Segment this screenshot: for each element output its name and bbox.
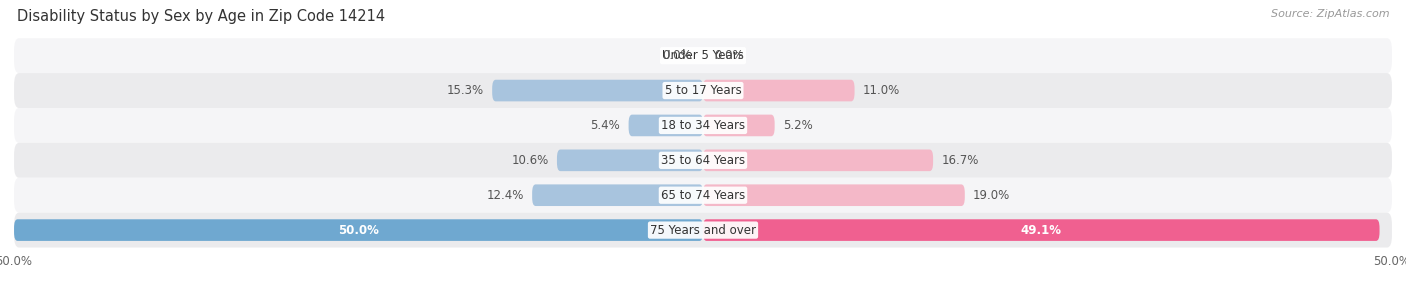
- Text: 19.0%: 19.0%: [973, 189, 1011, 202]
- FancyBboxPatch shape: [703, 115, 775, 136]
- Text: 5 to 17 Years: 5 to 17 Years: [665, 84, 741, 97]
- Text: 50.0%: 50.0%: [337, 224, 380, 237]
- FancyBboxPatch shape: [14, 219, 703, 241]
- Text: Disability Status by Sex by Age in Zip Code 14214: Disability Status by Sex by Age in Zip C…: [17, 9, 385, 24]
- Text: 75 Years and over: 75 Years and over: [650, 224, 756, 237]
- FancyBboxPatch shape: [14, 38, 1392, 73]
- Text: 12.4%: 12.4%: [486, 189, 524, 202]
- FancyBboxPatch shape: [14, 143, 1392, 178]
- FancyBboxPatch shape: [703, 150, 934, 171]
- Text: 15.3%: 15.3%: [447, 84, 484, 97]
- Text: Under 5 Years: Under 5 Years: [662, 49, 744, 62]
- Text: 65 to 74 Years: 65 to 74 Years: [661, 189, 745, 202]
- FancyBboxPatch shape: [492, 80, 703, 101]
- Legend: Male, Female: Male, Female: [641, 302, 765, 304]
- FancyBboxPatch shape: [14, 108, 1392, 143]
- FancyBboxPatch shape: [628, 115, 703, 136]
- FancyBboxPatch shape: [14, 178, 1392, 213]
- Text: 49.1%: 49.1%: [1021, 224, 1062, 237]
- FancyBboxPatch shape: [557, 150, 703, 171]
- Text: Source: ZipAtlas.com: Source: ZipAtlas.com: [1271, 9, 1389, 19]
- FancyBboxPatch shape: [703, 80, 855, 101]
- Text: 5.2%: 5.2%: [783, 119, 813, 132]
- Text: 18 to 34 Years: 18 to 34 Years: [661, 119, 745, 132]
- Text: 11.0%: 11.0%: [863, 84, 900, 97]
- Text: 10.6%: 10.6%: [512, 154, 548, 167]
- Text: 5.4%: 5.4%: [591, 119, 620, 132]
- Text: 16.7%: 16.7%: [942, 154, 979, 167]
- FancyBboxPatch shape: [531, 185, 703, 206]
- FancyBboxPatch shape: [703, 219, 1379, 241]
- FancyBboxPatch shape: [703, 185, 965, 206]
- FancyBboxPatch shape: [14, 73, 1392, 108]
- Text: 0.0%: 0.0%: [662, 49, 692, 62]
- Text: 35 to 64 Years: 35 to 64 Years: [661, 154, 745, 167]
- FancyBboxPatch shape: [14, 213, 1392, 247]
- Text: 0.0%: 0.0%: [714, 49, 744, 62]
